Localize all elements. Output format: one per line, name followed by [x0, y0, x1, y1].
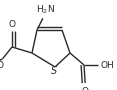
Text: O: O: [82, 87, 89, 90]
Text: $\mathsf{H_2N}$: $\mathsf{H_2N}$: [36, 3, 55, 16]
Text: S: S: [51, 66, 57, 76]
Text: O: O: [0, 60, 4, 69]
Text: O: O: [9, 20, 15, 29]
Text: OH: OH: [100, 60, 114, 69]
